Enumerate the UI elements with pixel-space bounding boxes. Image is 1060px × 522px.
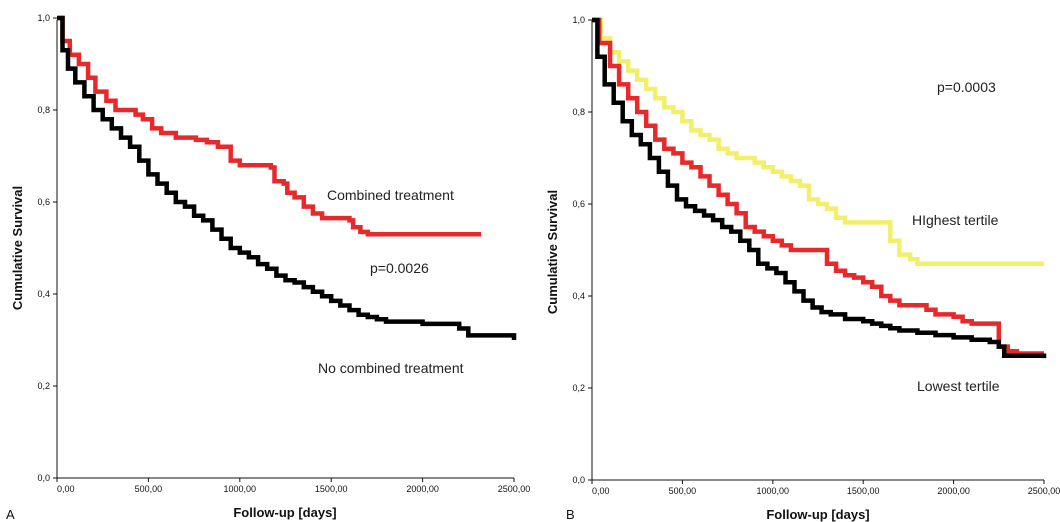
- panel-a-y-tick-label: 0,6: [37, 197, 50, 207]
- panel-a-annotation-pvalue: p=0.0026: [370, 260, 429, 276]
- panel-a-annotation-combined: Combined treatment: [327, 187, 454, 203]
- panel-b-x-tick-label: 2000,00: [937, 486, 970, 496]
- panel-a-y-tick-label: 0,0: [37, 473, 50, 483]
- panel-b-x-tick-label: 2500,00: [1028, 486, 1060, 496]
- panel-a-y-tick-label: 0,2: [37, 381, 50, 391]
- panel-a-ticks: 0,00 500,00 1000,00 1500,00 2000,00 2500,00 0,…: [37, 13, 530, 494]
- panel-a-y-tick-label: 1,0: [37, 13, 50, 23]
- panel-b-x-tick-label: 1000,00: [757, 486, 790, 496]
- panel-b-annotation-lowest: Lowest tertile: [917, 378, 1000, 394]
- panel-b-x-tick-label: 0,00: [592, 486, 610, 496]
- panel-b-ticks: 0,00 500,00 1000,00 1500,00 2000,00 2500,00 0,…: [572, 15, 1060, 496]
- panel-a-y-tick-label: 0,8: [37, 105, 50, 115]
- panel-a-x-tick-label: 0,00: [57, 484, 75, 494]
- panel-a-x-tick-label: 2000,00: [406, 484, 439, 494]
- panel-b-series-lowest-tertile: [592, 17, 1047, 359]
- panel-b-y-tick-label: 0,2: [572, 383, 585, 393]
- panel-a: 0,00 500,00 1000,00 1500,00 2000,00 2500,00 0,…: [6, 13, 530, 522]
- panel-b-annotation-pvalue: p=0.0003: [937, 79, 996, 95]
- panel-a-x-tick-label: 1000,00: [224, 484, 257, 494]
- panel-a-y-axis-title: Cumulative Survival: [10, 186, 25, 310]
- panel-b-x-tick-label: 500,00: [669, 486, 697, 496]
- panel-b-y-tick-label: 0,4: [572, 291, 585, 301]
- panel-a-series-layer: [57, 15, 517, 340]
- panel-a-series-no-combined-treatment: [57, 15, 517, 340]
- panel-b-y-tick-label: 0,0: [572, 475, 585, 485]
- panel-b-x-tick-label: 1500,00: [847, 486, 880, 496]
- panel-a-x-tick-label: 2500,00: [498, 484, 531, 494]
- panel-b-y-tick-label: 0,6: [572, 199, 585, 209]
- panel-a-annotation-no-combined: No combined treatment: [318, 360, 464, 376]
- panel-b-x-axis-title: Follow-up [days]: [766, 507, 869, 522]
- panel-a-y-tick-label: 0,4: [37, 289, 50, 299]
- panel-b-y-tick-label: 0,8: [572, 107, 585, 117]
- panel-b-series-middle-tertile: [592, 17, 1044, 356]
- panel-a-x-tick-label: 1500,00: [315, 484, 348, 494]
- panel-b-series-layer: [592, 17, 1047, 359]
- panel-a-series-combined-treatment: [57, 15, 482, 237]
- panel-b-label: B: [566, 507, 575, 522]
- panel-b-series-highest-tertile: [592, 17, 1044, 267]
- panel-b-annotation-highest: HIghest tertile: [912, 212, 999, 228]
- panel-b: 0,00 500,00 1000,00 1500,00 2000,00 2500,00 0,…: [545, 15, 1060, 522]
- panel-a-x-tick-label: 500,00: [135, 484, 163, 494]
- panel-a-label: A: [6, 507, 15, 522]
- panel-b-y-tick-label: 1,0: [572, 15, 585, 25]
- panel-b-y-axis-title: Cumulative Survival: [545, 190, 560, 314]
- panel-a-x-axis-title: Follow-up [days]: [233, 505, 336, 520]
